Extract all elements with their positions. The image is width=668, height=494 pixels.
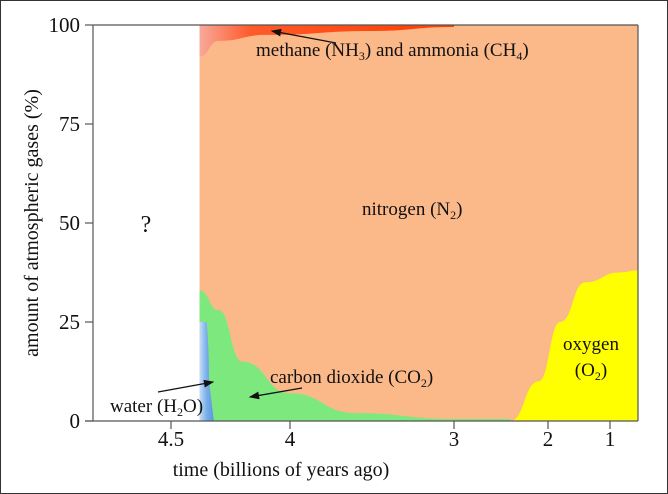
- y-tick-label: 100: [49, 13, 81, 37]
- methane-arrow: [270, 28, 337, 44]
- water-arrow: [157, 379, 215, 393]
- y-tick-label: 50: [59, 211, 80, 235]
- methane-ammonia-label: methane (NH3) and ammonia (CH4): [256, 40, 529, 63]
- x-ticks: 4.5 4 3 2 1: [158, 421, 615, 451]
- x-tick-label: 2: [543, 427, 554, 451]
- nitrogen-label: nitrogen (N2): [362, 199, 462, 222]
- carbon-dioxide-area: [199, 290, 511, 421]
- x-tick-label: 3: [449, 427, 460, 451]
- y-axis-label: amount of atmospheric gases (%): [21, 89, 43, 357]
- carbon-dioxide-label: carbon dioxide (CO2): [270, 367, 433, 390]
- oxygen-area: [510, 270, 638, 421]
- x-tick-label: 4: [285, 427, 296, 451]
- y-tick-label: 0: [70, 409, 81, 433]
- x-tick-label: 1: [605, 427, 616, 451]
- methane-ammonia-area: [199, 25, 454, 57]
- water-label: water (H2O): [110, 396, 203, 419]
- y-tick-label: 75: [59, 112, 80, 136]
- x-tick-label: 4.5: [158, 427, 184, 451]
- oxygen-formula-label: (O2): [575, 360, 607, 383]
- unknown-period-label: ?: [141, 212, 152, 238]
- carbon-dioxide-arrow: [248, 387, 303, 400]
- x-axis-label: time (billions of years ago): [173, 459, 390, 481]
- y-tick-label: 25: [59, 310, 80, 334]
- y-ticks: 0 25 50 75 100: [49, 13, 93, 433]
- oxygen-label: oxygen: [563, 334, 619, 355]
- water-area: [199, 322, 214, 421]
